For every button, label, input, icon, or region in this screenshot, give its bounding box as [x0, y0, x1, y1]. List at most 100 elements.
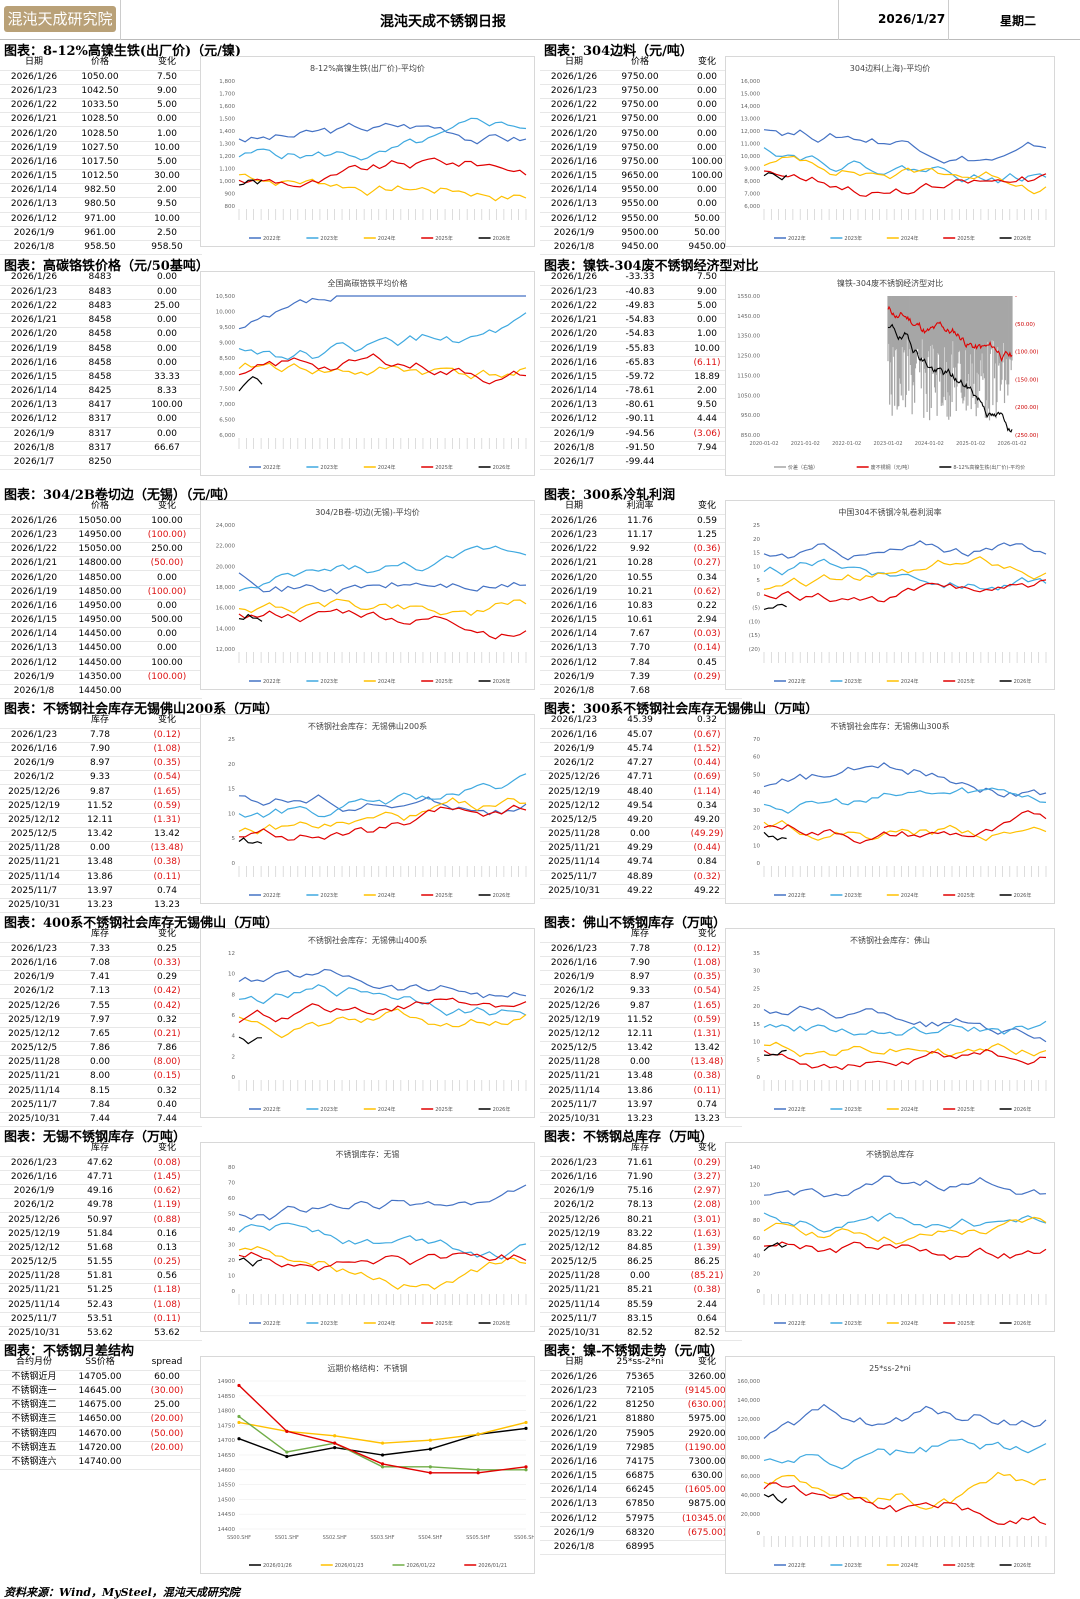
table-cell: 2025/11/7 — [540, 1312, 608, 1327]
series-line-3 — [763, 1241, 1047, 1261]
y-tick-label: 1550.00 — [737, 294, 760, 300]
table-cell: 13.86 — [608, 1084, 672, 1099]
y-tick-label: 30 — [753, 808, 760, 814]
series-line-1 — [763, 558, 1047, 591]
table-cell: 9750.00 — [608, 98, 672, 114]
y-tick-label: 950.00 — [741, 413, 761, 419]
table-cell: 51.55 — [68, 1255, 132, 1271]
y-tick-label: 12,000 — [741, 129, 761, 135]
table-row: 2025/12/5 49.20 49.20 — [540, 813, 742, 829]
table-cell: 0.00 — [672, 197, 742, 213]
table-cell: 不锈钢近月 — [0, 1370, 68, 1385]
table-row: 2025/11/7 7.84 0.40 — [0, 1098, 202, 1113]
table-header-row: 日期 25*ss-2*ni 变化 — [540, 1356, 742, 1371]
column-header: 变化 — [672, 1356, 742, 1371]
table-cell: 13.23 — [608, 1112, 672, 1128]
table-cell: 980.50 — [68, 197, 132, 213]
table-row: 2025/10/31 7.44 7.44 — [0, 1112, 202, 1128]
table-cell: 2025/12/19 — [0, 1013, 68, 1028]
table-cell: 14450.00 — [68, 656, 132, 671]
table-cell: 30.00 — [132, 169, 202, 185]
series-line-0 — [763, 1403, 1047, 1439]
y-tick-label: 14650 — [218, 1453, 236, 1459]
table-cell: 51.68 — [68, 1241, 132, 1257]
table-cell: 8458 — [68, 356, 132, 371]
table-cell: 2026/1/21 — [540, 556, 608, 572]
chart-title: 不锈钢总库存 — [866, 1149, 914, 1159]
legend-label: 2026年 — [1014, 1106, 1032, 1113]
table-cell: 49.22 — [608, 884, 672, 899]
y-tick-label: 120,000 — [737, 1417, 760, 1423]
table-row: 2026/1/16 7.90 (1.08) — [540, 956, 742, 972]
y-tick-label: 10 — [228, 1274, 235, 1280]
y-tick-label: 14800 — [218, 1409, 236, 1415]
table-cell: (50.00) — [132, 1426, 202, 1442]
table-cell: 14950.00 — [68, 528, 132, 544]
table-cell: -40.83 — [608, 285, 672, 300]
table-row: 2025/12/19 48.40 (1.14) — [540, 784, 742, 800]
legend-label: 2025年 — [435, 1106, 453, 1113]
table-cell: 14350.00 — [68, 670, 132, 685]
data-point — [285, 1429, 289, 1433]
table-cell: 2025/12/26 — [540, 1212, 608, 1228]
table-row: 2026/1/7 -99.44 — [540, 455, 742, 471]
table-header-row: 日期 价格 变化 — [0, 56, 202, 71]
table-row: 2026/1/16 -65.83 (6.11) — [540, 356, 742, 371]
chart-3: 镍铁-304废不锈钢经济型对比 1550.00 1450.00 1350.00 1250… — [725, 271, 1055, 476]
table-row: 2026/1/12 8317 0.00 — [0, 412, 202, 428]
table-cell: 7300.00 — [672, 1455, 742, 1471]
column-header: 变化 — [132, 1142, 202, 1157]
table-row: 2025/11/28 0.00 (49.29) — [540, 827, 742, 843]
table-cell: 2026/1/26 — [540, 271, 608, 286]
table-row: 2026/1/8 -91.50 7.94 — [540, 441, 742, 456]
table-cell: 2026/1/8 — [540, 684, 608, 700]
table-row: 2026/1/15 1012.50 30.00 — [0, 169, 202, 185]
chart-title: 不锈钢社会库存：无锡佛山400系 — [308, 935, 427, 945]
table-row: 2026/1/21 14800.00 (50.00) — [0, 556, 202, 572]
data-table: 库存 变化 2026/1/23 7.78 (0.12) 2026/1/16 7.90 (1.0… — [0, 714, 202, 914]
series-line-3 — [238, 1251, 527, 1272]
table-row: 2026/1/20 75905 2920.00 — [540, 1426, 742, 1442]
table-cell: 8317 — [68, 441, 132, 456]
table-cell: 2026/1/22 — [540, 1398, 608, 1414]
column-header — [0, 928, 68, 943]
table-cell: 72105 — [608, 1384, 672, 1400]
data-table: 库存 变化 2026/1/23 47.62 (0.08) 2026/1/16 47.71 (1… — [0, 1142, 202, 1342]
table-row: 2025/11/21 13.48 (0.38) — [540, 1069, 742, 1085]
y-tick-label: 10 — [753, 843, 760, 849]
legend-label: 2022年 — [263, 892, 281, 899]
table-row: 2025/11/14 85.59 2.44 — [540, 1298, 742, 1313]
table-cell: 0.29 — [132, 970, 202, 986]
table-cell: 10.83 — [608, 599, 672, 615]
y-tick-label: 14700 — [218, 1438, 236, 1444]
table-row: 2025/12/26 80.21 (3.01) — [540, 1212, 742, 1228]
table-cell: 0.74 — [672, 1098, 742, 1113]
table-cell: 7.84 — [68, 1098, 132, 1113]
table-cell: 2026/1/12 — [540, 656, 608, 671]
x-tick-label: SS03.SHF — [370, 1535, 394, 1541]
table-cell: 81250 — [608, 1398, 672, 1414]
series-line-1 — [238, 312, 527, 361]
table-cell: 48.89 — [608, 870, 672, 885]
series-line-3 — [763, 579, 1047, 603]
table-cell: 不锈钢连一 — [0, 1384, 68, 1400]
y-tick-label: 80 — [228, 1165, 235, 1171]
y-tick-label: 120 — [750, 1183, 761, 1189]
table-cell: 14950.00 — [68, 613, 132, 629]
table-cell: 2026/1/19 — [0, 585, 68, 600]
table-cell: 2026/1/8 — [540, 1540, 608, 1556]
table-cell: 0.00 — [608, 1055, 672, 1071]
table-row: 2026/1/19 1027.50 10.00 — [0, 141, 202, 156]
table-cell: 71.61 — [608, 1156, 672, 1171]
legend-label: 2023年 — [320, 1106, 338, 1113]
series-line-2 — [763, 556, 1047, 590]
series-line-2 — [238, 173, 527, 202]
table-cell: 14740.00 — [68, 1455, 132, 1471]
table-cell: 2026/1/2 — [540, 984, 608, 1000]
table-cell: 8317 — [68, 412, 132, 428]
table-cell: 13.23 — [132, 898, 202, 914]
table-row: 2026/1/12 -90.11 4.44 — [540, 412, 742, 428]
table-cell: 2.00 — [132, 183, 202, 199]
series-line-1 — [238, 545, 527, 592]
table-row: 2025/11/21 13.48 (0.38) — [0, 855, 202, 871]
